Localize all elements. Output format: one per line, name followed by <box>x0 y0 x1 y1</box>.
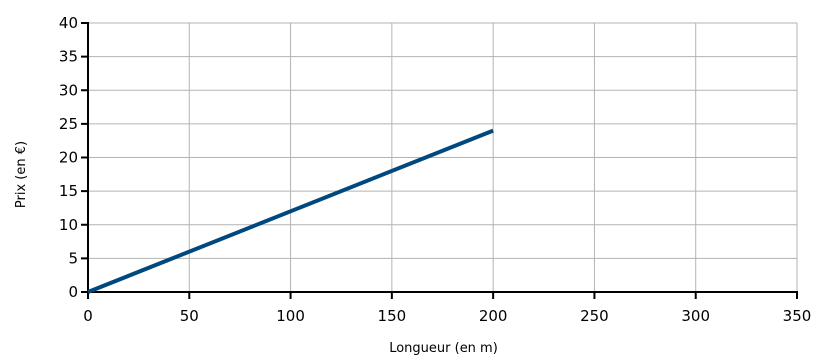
y-tick-label: 25 <box>59 115 78 133</box>
x-tick-label: 350 <box>783 307 812 325</box>
x-tick-label: 150 <box>378 307 407 325</box>
x-tick-labels: 0 50 100 150 200 250 300 350 <box>83 307 811 325</box>
x-tick-label: 300 <box>681 307 710 325</box>
y-tick-label: 20 <box>59 149 78 167</box>
y-tick-label: 30 <box>59 81 78 99</box>
y-tick-labels: 0 5 10 15 20 25 30 35 40 <box>59 14 78 301</box>
x-tick-label: 200 <box>479 307 508 325</box>
y-tick-label: 0 <box>68 283 78 301</box>
x-tick-label: 0 <box>83 307 93 325</box>
y-tick-label: 35 <box>59 48 78 66</box>
x-tick-label: 100 <box>276 307 305 325</box>
data-series <box>87 128 494 294</box>
y-tick-label: 40 <box>59 14 78 32</box>
y-tick-label: 15 <box>59 182 78 200</box>
y-tick-label: 5 <box>68 249 78 267</box>
x-tick-label: 50 <box>180 307 199 325</box>
x-tick-label: 250 <box>580 307 609 325</box>
grid-lines <box>88 22 798 292</box>
tick-marks <box>81 22 798 299</box>
series-line <box>87 128 494 294</box>
y-axis-title: Prix (en €) <box>14 141 29 208</box>
y-tick-label: 10 <box>59 216 78 234</box>
x-axis-title: Longueur (en m) <box>389 341 498 356</box>
